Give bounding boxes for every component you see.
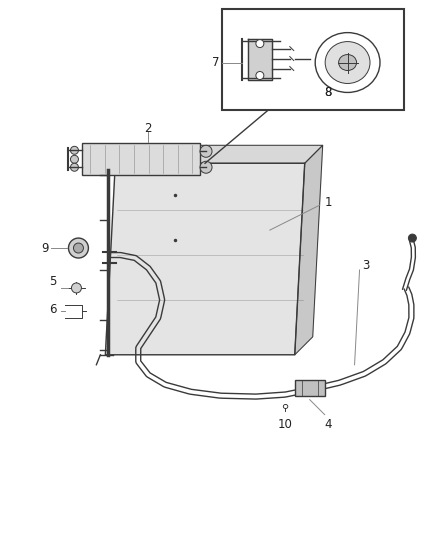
Ellipse shape [315, 33, 380, 92]
Text: 6: 6 [49, 303, 56, 317]
Ellipse shape [325, 42, 370, 84]
Bar [295, 379, 325, 395]
Circle shape [408, 234, 417, 242]
Text: 10: 10 [277, 417, 292, 431]
Circle shape [256, 71, 264, 79]
Text: 8: 8 [324, 86, 331, 99]
Ellipse shape [339, 54, 357, 70]
Polygon shape [106, 163, 305, 355]
Text: 7: 7 [212, 56, 220, 69]
Circle shape [71, 147, 78, 154]
Circle shape [200, 161, 212, 173]
Text: 5: 5 [49, 276, 56, 288]
Polygon shape [248, 38, 272, 80]
Circle shape [200, 146, 212, 157]
Text: 3: 3 [363, 259, 370, 271]
Text: ⚲: ⚲ [281, 402, 288, 413]
Circle shape [256, 39, 264, 47]
Text: 2: 2 [145, 122, 152, 135]
Circle shape [71, 283, 81, 293]
Polygon shape [115, 146, 323, 163]
Circle shape [68, 238, 88, 258]
Text: 4: 4 [324, 417, 332, 431]
Text: 1: 1 [325, 196, 332, 208]
Text: 9: 9 [41, 241, 49, 255]
Polygon shape [295, 146, 323, 355]
Circle shape [71, 163, 78, 171]
Circle shape [71, 155, 78, 163]
Circle shape [74, 243, 83, 253]
Text: 8: 8 [324, 86, 331, 99]
Bar [82, 143, 200, 175]
Bar [222, 9, 404, 110]
